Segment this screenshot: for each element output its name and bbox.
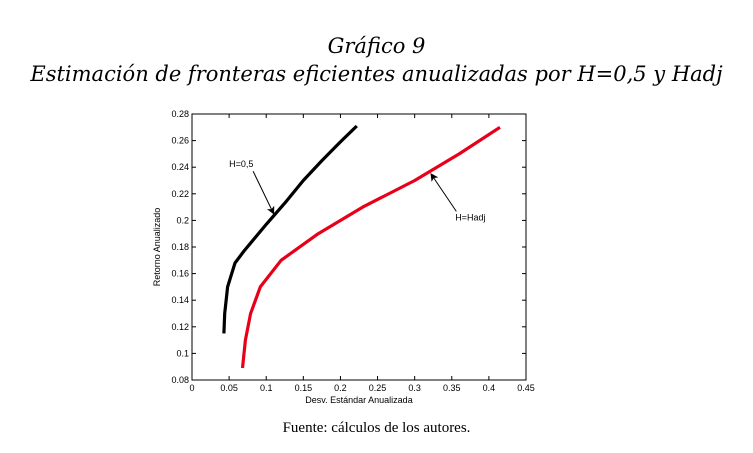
x-tick-label: 0.35 — [443, 383, 461, 393]
chart-title: Gráfico 9 — [327, 34, 426, 58]
y-tick-label: 0.22 — [171, 189, 189, 199]
annotation-label: H=Hadj — [455, 212, 485, 222]
x-tick-label: 0.3 — [408, 383, 421, 393]
y-tick-label: 0.1 — [176, 348, 189, 358]
series-line-h-0-5 — [222, 124, 358, 334]
source-note: Fuente: cálculos de los autores. — [282, 420, 471, 436]
x-axis-label: Desv. Estándar Anualizada — [305, 395, 412, 405]
x-tick-label: 0.2 — [334, 383, 347, 393]
series-line-h-adj — [240, 125, 501, 369]
plot-area — [191, 113, 527, 381]
x-tick-label: 0 — [189, 383, 194, 393]
x-tick-label: 0.1 — [260, 383, 273, 393]
x-tick-label: 0.05 — [220, 383, 238, 393]
y-tick-label: 0.08 — [171, 375, 189, 385]
x-tick-label: 0.15 — [295, 383, 313, 393]
y-tick-label: 0.26 — [171, 136, 189, 146]
y-tick-label: 0.2 — [176, 215, 189, 225]
y-tick-label: 0.28 — [171, 109, 189, 119]
annotation-layer: H=0,5 H=Hadj — [229, 159, 485, 222]
annotation-arrow — [252, 170, 275, 215]
y-tick-label: 0.14 — [171, 295, 189, 305]
annotation-label: H=0,5 — [229, 159, 253, 169]
y-tick-label: 0.24 — [171, 162, 189, 172]
x-tick-label: 0.45 — [517, 383, 535, 393]
x-tick-label: 0.25 — [369, 383, 387, 393]
x-axis: 0 0.05 0.1 0.15 0.2 0.25 0.3 0.35 0.4 0.45 — [189, 114, 535, 393]
y-tick-label: 0.16 — [171, 269, 189, 279]
x-tick-label: 0.4 — [483, 383, 496, 393]
y-tick-label: 0.18 — [171, 242, 189, 252]
series-layer — [222, 124, 501, 369]
y-tick-label: 0.12 — [171, 322, 189, 332]
chart-subtitle: Estimación de fronteras eficientes anual… — [30, 62, 723, 86]
y-axis-label: Retorno Anualizado — [152, 208, 162, 287]
y-axis: 0.08 0.1 0.12 0.14 0.16 0.18 0.2 0.22 0.24 0.26 0.… — [171, 109, 526, 385]
annotation-arrow — [430, 173, 457, 212]
